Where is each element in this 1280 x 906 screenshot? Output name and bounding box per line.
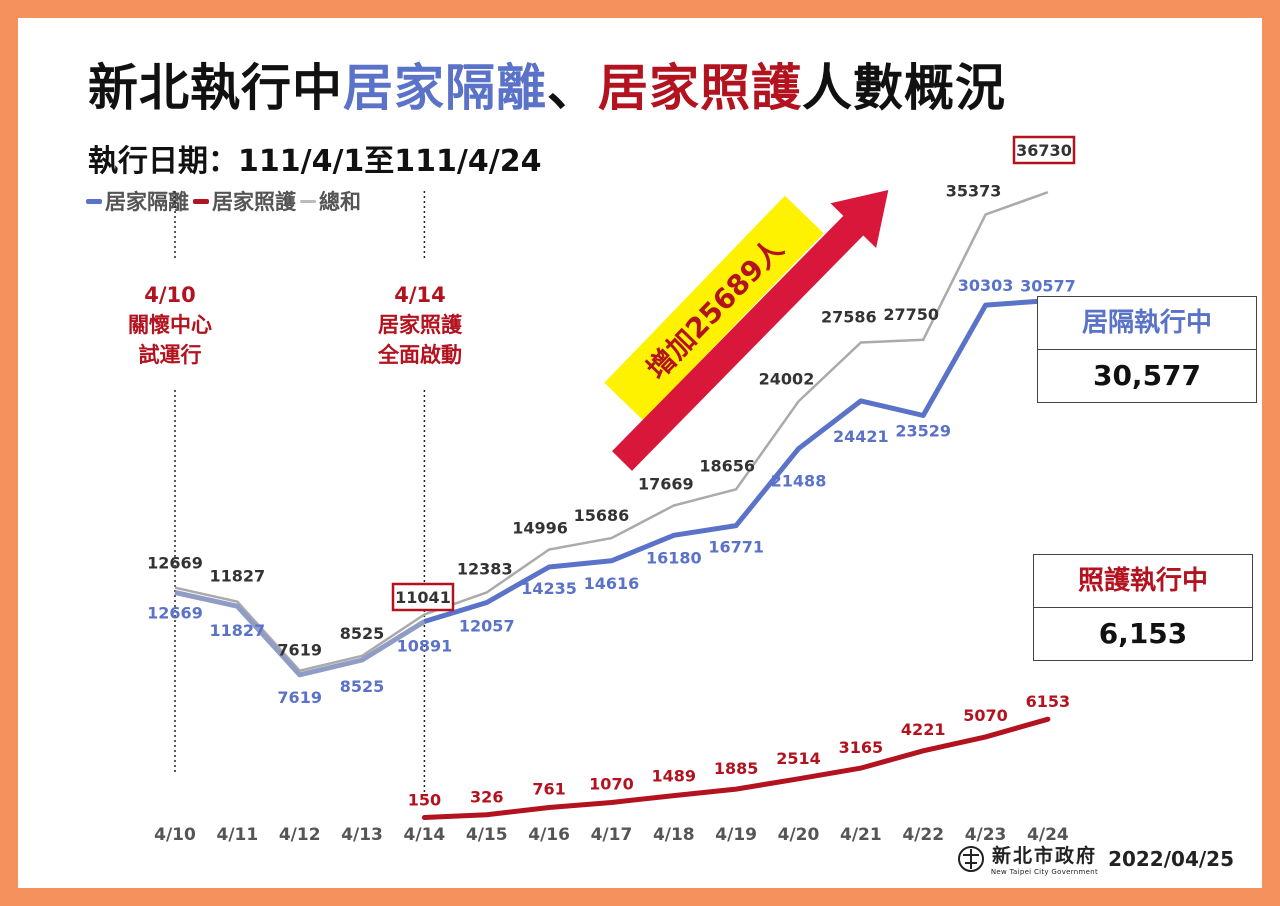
label-care-4-16: 761 (532, 780, 565, 799)
x-tick-4-14: 4/14 (404, 825, 446, 845)
footer-org-english: New Taipei City Government (990, 868, 1099, 876)
title-part-4: 居家照護 (598, 59, 802, 117)
increase-banner-bg (604, 195, 824, 421)
label-care-4-23: 5070 (963, 706, 1008, 725)
legend-swatch-care (193, 198, 209, 204)
label-care-4-19: 1885 (714, 759, 759, 778)
label-isolation-4-16: 14235 (521, 579, 577, 598)
x-tick-4-12: 4/12 (279, 825, 321, 845)
x-tick-4-18: 4/18 (653, 825, 695, 845)
label-total-4-16: 14996 (512, 518, 568, 537)
x-tick-4-13: 4/13 (341, 825, 383, 845)
x-tick-4-22: 4/22 (902, 825, 944, 845)
isolation-summary-header: 居隔執行中 (1038, 297, 1256, 350)
label-isolation-4-12: 7619 (277, 688, 322, 707)
chart-legend: 居家隔離 居家照護 總和 (86, 186, 365, 216)
label-isolation-4-13: 8525 (340, 677, 385, 696)
total-highlight-box-4-14 (391, 582, 455, 612)
label-total-4-13: 8525 (340, 624, 385, 643)
label-isolation-4-22: 23529 (895, 421, 951, 440)
isolation-summary-value: 30,577 (1092, 359, 1202, 392)
label-total-4-18: 17669 (638, 475, 694, 494)
annotation-4-14: 4/14 居家照護 全面啟動 (378, 283, 462, 367)
annotation-4-10: 4/10 關懷中心 試運行 (128, 283, 212, 367)
label-total-4-22: 27750 (883, 305, 939, 324)
legend-swatch-total (300, 199, 316, 203)
legend-swatch-isolation (86, 198, 102, 204)
date-range: 執行日期：111/4/1至111/4/24 (88, 144, 542, 179)
label-total-4-10: 12669 (147, 554, 203, 573)
label-total-4-11: 11827 (210, 567, 266, 586)
label-total-4-15: 12383 (457, 559, 513, 578)
title-part-2: 居家隔離 (343, 59, 547, 117)
label-isolation-4-19: 16771 (708, 538, 764, 557)
label-isolation-4-23: 30303 (958, 276, 1014, 295)
label-total-4-21: 27586 (821, 307, 877, 326)
label-isolation-4-10: 12669 (147, 603, 203, 622)
label-care-4-20: 2514 (776, 749, 821, 768)
label-total-4-12: 7619 (277, 641, 322, 660)
label-isolation-4-15: 12057 (459, 616, 515, 635)
x-tick-4-24: 4/24 (1027, 825, 1069, 845)
page-title: 新北執行中居家隔離、居家照護人數概況 (88, 48, 1006, 120)
label-care-4-24: 6153 (1026, 692, 1071, 711)
label-isolation-4-11: 11827 (210, 621, 266, 640)
label-isolation-4-14: 10891 (397, 636, 453, 655)
city-seal-icon (957, 845, 984, 872)
series-line-isolation-early (174, 590, 426, 678)
x-tick-4-11: 4/11 (216, 825, 258, 845)
legend-label-care: 居家照護 (212, 190, 296, 214)
increase-arrow-shape (612, 189, 889, 471)
label-isolation-4-20: 21488 (771, 472, 827, 491)
x-tick-4-10: 4/10 (154, 825, 196, 845)
footer-org: 新北市政府 New Taipei City Government (991, 841, 1098, 876)
care-summary-box: 照護執行中 6,153 (1033, 554, 1253, 661)
label-total-4-19: 18656 (699, 456, 755, 475)
legend-item-care: 居家照護 (193, 186, 296, 216)
label-total-4-17: 15686 (574, 506, 630, 525)
x-tick-4-19: 4/19 (715, 825, 757, 845)
label-care-4-17: 1070 (589, 774, 634, 793)
label-care-4-21: 3165 (839, 738, 884, 757)
isolation-summary-box: 居隔執行中 30,577 (1037, 296, 1257, 403)
legend-label-total: 總和 (319, 190, 361, 214)
title-part-1: 新北執行中 (88, 59, 343, 117)
care-summary-value: 6,153 (1098, 617, 1188, 650)
x-tick-4-21: 4/21 (840, 825, 882, 845)
label-total-4-23: 35373 (946, 181, 1002, 200)
total-highlight-box-4-24 (1012, 135, 1076, 165)
increase-arrow (612, 189, 889, 471)
x-tick-4-23: 4/23 (965, 825, 1007, 845)
label-isolation-4-17: 14616 (584, 574, 640, 593)
label-care-4-14: 150 (408, 791, 441, 810)
x-tick-4-16: 4/16 (528, 825, 570, 845)
footer: 新北市政府 New Taipei City Government 2022/04… (957, 841, 1234, 876)
label-total-4-14: 11041 (395, 588, 451, 607)
title-part-5: 人數概況 (802, 59, 1006, 117)
footer-org-name: 新北市政府 (991, 845, 1097, 867)
care-summary-header: 照護執行中 (1034, 555, 1252, 608)
label-isolation-4-18: 16180 (646, 548, 702, 567)
label-care-4-18: 1489 (652, 767, 697, 786)
label-isolation-4-24: 30577 (1020, 277, 1076, 296)
series-line-care (421, 716, 1051, 820)
title-part-3: 、 (547, 59, 598, 117)
series-line-isolation (423, 298, 1049, 624)
label-care-4-15: 326 (470, 788, 503, 807)
x-tick-4-20: 4/20 (778, 825, 820, 845)
label-total-4-24: 36730 (1016, 141, 1072, 160)
label-care-4-22: 4221 (901, 720, 946, 739)
x-tick-4-15: 4/15 (466, 825, 508, 845)
slide-card: 新北執行中居家隔離、居家照護人數概況 執行日期：111/4/1至111/4/24… (18, 18, 1262, 888)
footer-date: 2022/04/25 (1108, 846, 1234, 871)
legend-item-total: 總和 (300, 186, 361, 216)
series-line-total (174, 191, 1049, 673)
label-isolation-4-21: 24421 (833, 427, 889, 446)
label-total-4-20: 24002 (759, 369, 815, 388)
x-tick-4-17: 4/17 (591, 825, 633, 845)
line-chart: 增加25689人 1266911827761985251104112383149… (147, 135, 1076, 845)
